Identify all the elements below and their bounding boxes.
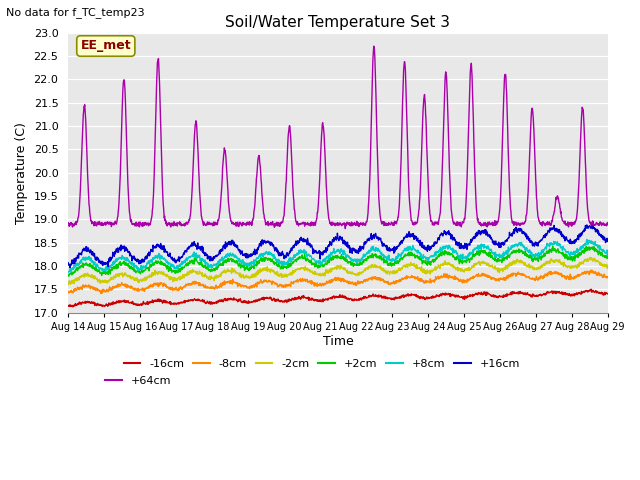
Title: Soil/Water Temperature Set 3: Soil/Water Temperature Set 3 — [225, 15, 451, 30]
Text: No data for f_TC_temp23: No data for f_TC_temp23 — [6, 7, 145, 18]
X-axis label: Time: Time — [323, 335, 353, 348]
Legend: +64cm: +64cm — [100, 372, 175, 390]
Text: EE_met: EE_met — [81, 39, 131, 52]
Y-axis label: Temperature (C): Temperature (C) — [15, 122, 28, 224]
